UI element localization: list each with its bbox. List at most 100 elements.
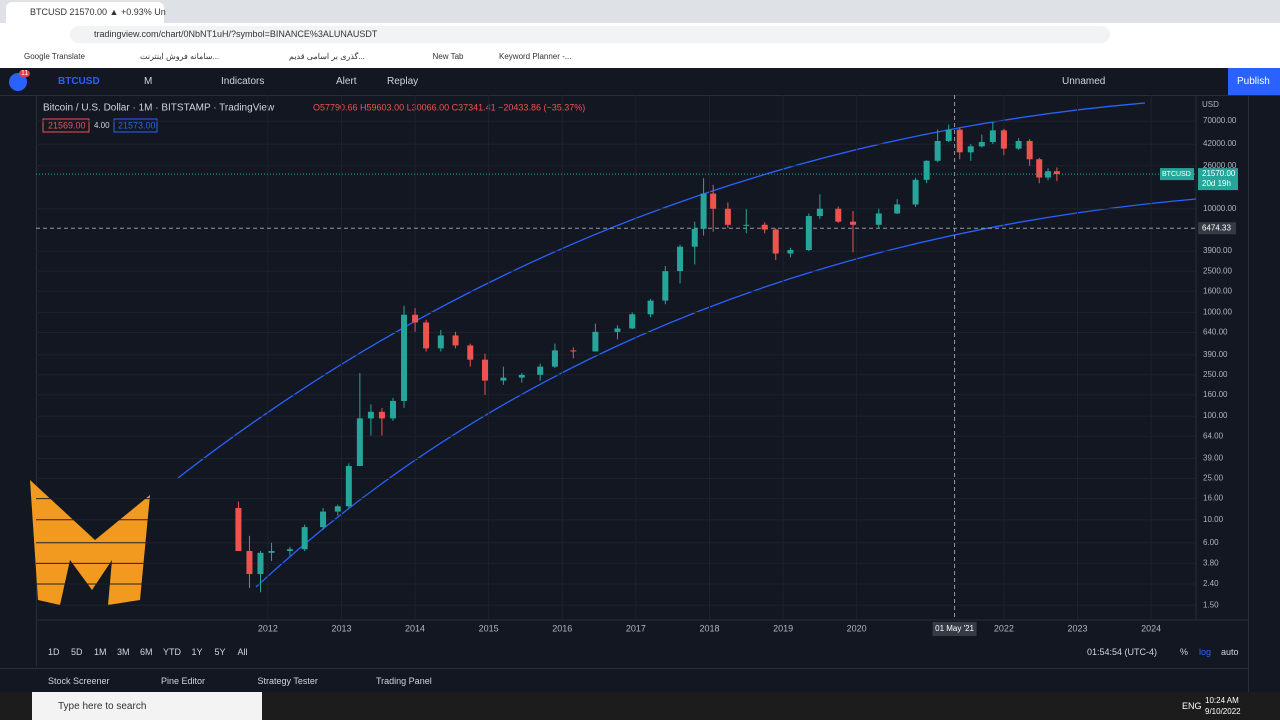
y-tick-label: 39.00 — [1203, 454, 1224, 463]
candle-body — [978, 142, 985, 147]
candle-body — [1036, 159, 1043, 178]
bottom-panel-tabs: Stock Screener Pine Editor Strategy Tester… — [0, 668, 1248, 693]
last-price: 21570.00 — [1202, 169, 1236, 178]
tv-toolbar: 11 BTCUSD M Indicators Alert Replay Unna… — [0, 68, 1280, 96]
candle-body — [235, 507, 242, 551]
item[interactable]: Keyword Planner -... — [499, 52, 572, 61]
candle-body — [894, 204, 901, 214]
ask-box[interactable] — [113, 118, 158, 133]
x-tick-label: 2023 — [1067, 623, 1087, 633]
candle-body — [378, 411, 385, 419]
candle-body — [945, 129, 952, 142]
countdown: 20d 19h — [1202, 179, 1231, 188]
item[interactable]: 5Y — [214, 647, 226, 657]
candle-body — [923, 160, 930, 180]
candle-body — [647, 300, 654, 315]
item[interactable]: 1Y — [191, 647, 203, 657]
interval[interactable]: M — [144, 76, 153, 87]
candle-body — [334, 506, 341, 512]
candle-body — [320, 511, 327, 528]
candle-body — [286, 549, 293, 551]
candle-body — [700, 193, 707, 229]
candle-body — [850, 221, 857, 225]
alert[interactable]: Alert — [336, 76, 357, 87]
search-box[interactable]: Type here to search — [32, 692, 262, 720]
publish-button[interactable]: Publish — [1228, 68, 1280, 95]
ohlc: O57790.66 H59603.00 L30066.00 C37341.41 … — [313, 102, 585, 112]
item[interactable]: 5D — [71, 647, 83, 657]
percent-toggle[interactable]: % — [1180, 647, 1189, 657]
auto-toggle[interactable]: auto — [1221, 647, 1239, 657]
y-tick-label: 640.00 — [1203, 328, 1228, 337]
item[interactable]: 3M — [117, 647, 130, 657]
last-label-box — [1160, 168, 1194, 181]
chart-title: Bitcoin / U.S. Dollar · 1M · BITSTAMP · … — [43, 103, 275, 114]
clock: 01:54:54 (UTC-4) — [1087, 647, 1158, 657]
drawing-toolbar — [0, 96, 37, 666]
item[interactable]: سامانه فروش اینترنت... — [140, 52, 220, 61]
candle-body — [956, 129, 963, 153]
layout-name[interactable]: Unnamed — [1062, 76, 1106, 87]
search-placeholder: Type here to search — [58, 701, 147, 712]
item[interactable]: گذری بر اسامی قدیم... — [289, 52, 366, 61]
x-tick-label: 2016 — [552, 623, 572, 633]
item[interactable]: 1M — [94, 647, 107, 657]
candle-body — [467, 345, 474, 360]
replay[interactable]: Replay — [387, 76, 419, 87]
badge: 11 — [19, 70, 31, 77]
taskbar: Type here to search ENG 10:24 AM 9/10/20… — [0, 692, 1280, 720]
candle-body — [875, 213, 882, 225]
y-tick-label: 1.50 — [1203, 600, 1219, 609]
candle-body — [518, 374, 525, 378]
y-tick-label: 42000.00 — [1203, 139, 1237, 148]
item[interactable]: Google Translate — [24, 52, 85, 61]
item[interactable]: Stock Screener — [48, 676, 110, 686]
crosshair-date: 01 May '21 — [935, 624, 974, 633]
avatar[interactable]: 11 — [9, 70, 31, 91]
candle-body — [1053, 171, 1060, 175]
y-tick-label: 160.00 — [1203, 390, 1228, 399]
candle-body — [989, 130, 996, 143]
indicators[interactable]: Indicators — [221, 76, 265, 87]
y-tick-label: 2.40 — [1203, 579, 1219, 588]
crosshair-price: 6474.33 — [1202, 223, 1231, 232]
candle-body — [629, 314, 636, 329]
item[interactable]: New Tab — [432, 52, 464, 61]
item[interactable]: Strategy Tester — [257, 676, 318, 686]
item[interactable]: Trading Panel — [376, 676, 432, 686]
candle-body — [662, 271, 669, 301]
candle-body — [537, 366, 544, 375]
candle-body — [787, 249, 794, 254]
y-tick-label: 25.00 — [1203, 474, 1224, 483]
candle-body — [367, 411, 374, 419]
item[interactable]: 1D — [48, 647, 60, 657]
candle-body — [570, 350, 577, 352]
y-tick-label: 16.00 — [1203, 494, 1224, 503]
y-tick-label: 3900.00 — [1203, 246, 1232, 255]
item[interactable]: 6M — [140, 647, 153, 657]
candle-body — [816, 208, 823, 217]
omnibox[interactable]: tradingview.com/chart/0NbNT1uH/?symbol=B… — [70, 26, 1110, 43]
item[interactable]: All — [237, 647, 248, 657]
last-label: BTCUSD — [1162, 171, 1191, 178]
bid-box[interactable] — [42, 118, 90, 133]
candle-body — [345, 466, 352, 507]
address-bar: tradingview.com/chart/0NbNT1uH/?symbol=B… — [0, 23, 1280, 46]
y-tick-label: 100.00 — [1203, 411, 1228, 420]
x-tick-label: 2019 — [773, 623, 793, 633]
currency: USD — [1202, 100, 1219, 109]
y-tick-label: 64.00 — [1203, 431, 1224, 440]
x-tick-label: 2024 — [1141, 623, 1161, 633]
item[interactable]: YTD — [163, 647, 181, 657]
tab[interactable]: BTCUSD 21570.00 ▲ +0.93% Un — [6, 2, 166, 23]
y-tick-label: 390.00 — [1203, 350, 1228, 359]
log-toggle[interactable]: log — [1199, 647, 1212, 657]
item[interactable]: Pine Editor — [161, 676, 206, 686]
spread: 4.00 — [94, 121, 110, 130]
symbol[interactable]: BTCUSD — [58, 76, 100, 87]
date: 9/10/2022 — [1205, 707, 1241, 716]
x-tick-label: 2015 — [479, 623, 499, 633]
url: tradingview.com/chart/0NbNT1uH/?symbol=B… — [94, 29, 378, 39]
